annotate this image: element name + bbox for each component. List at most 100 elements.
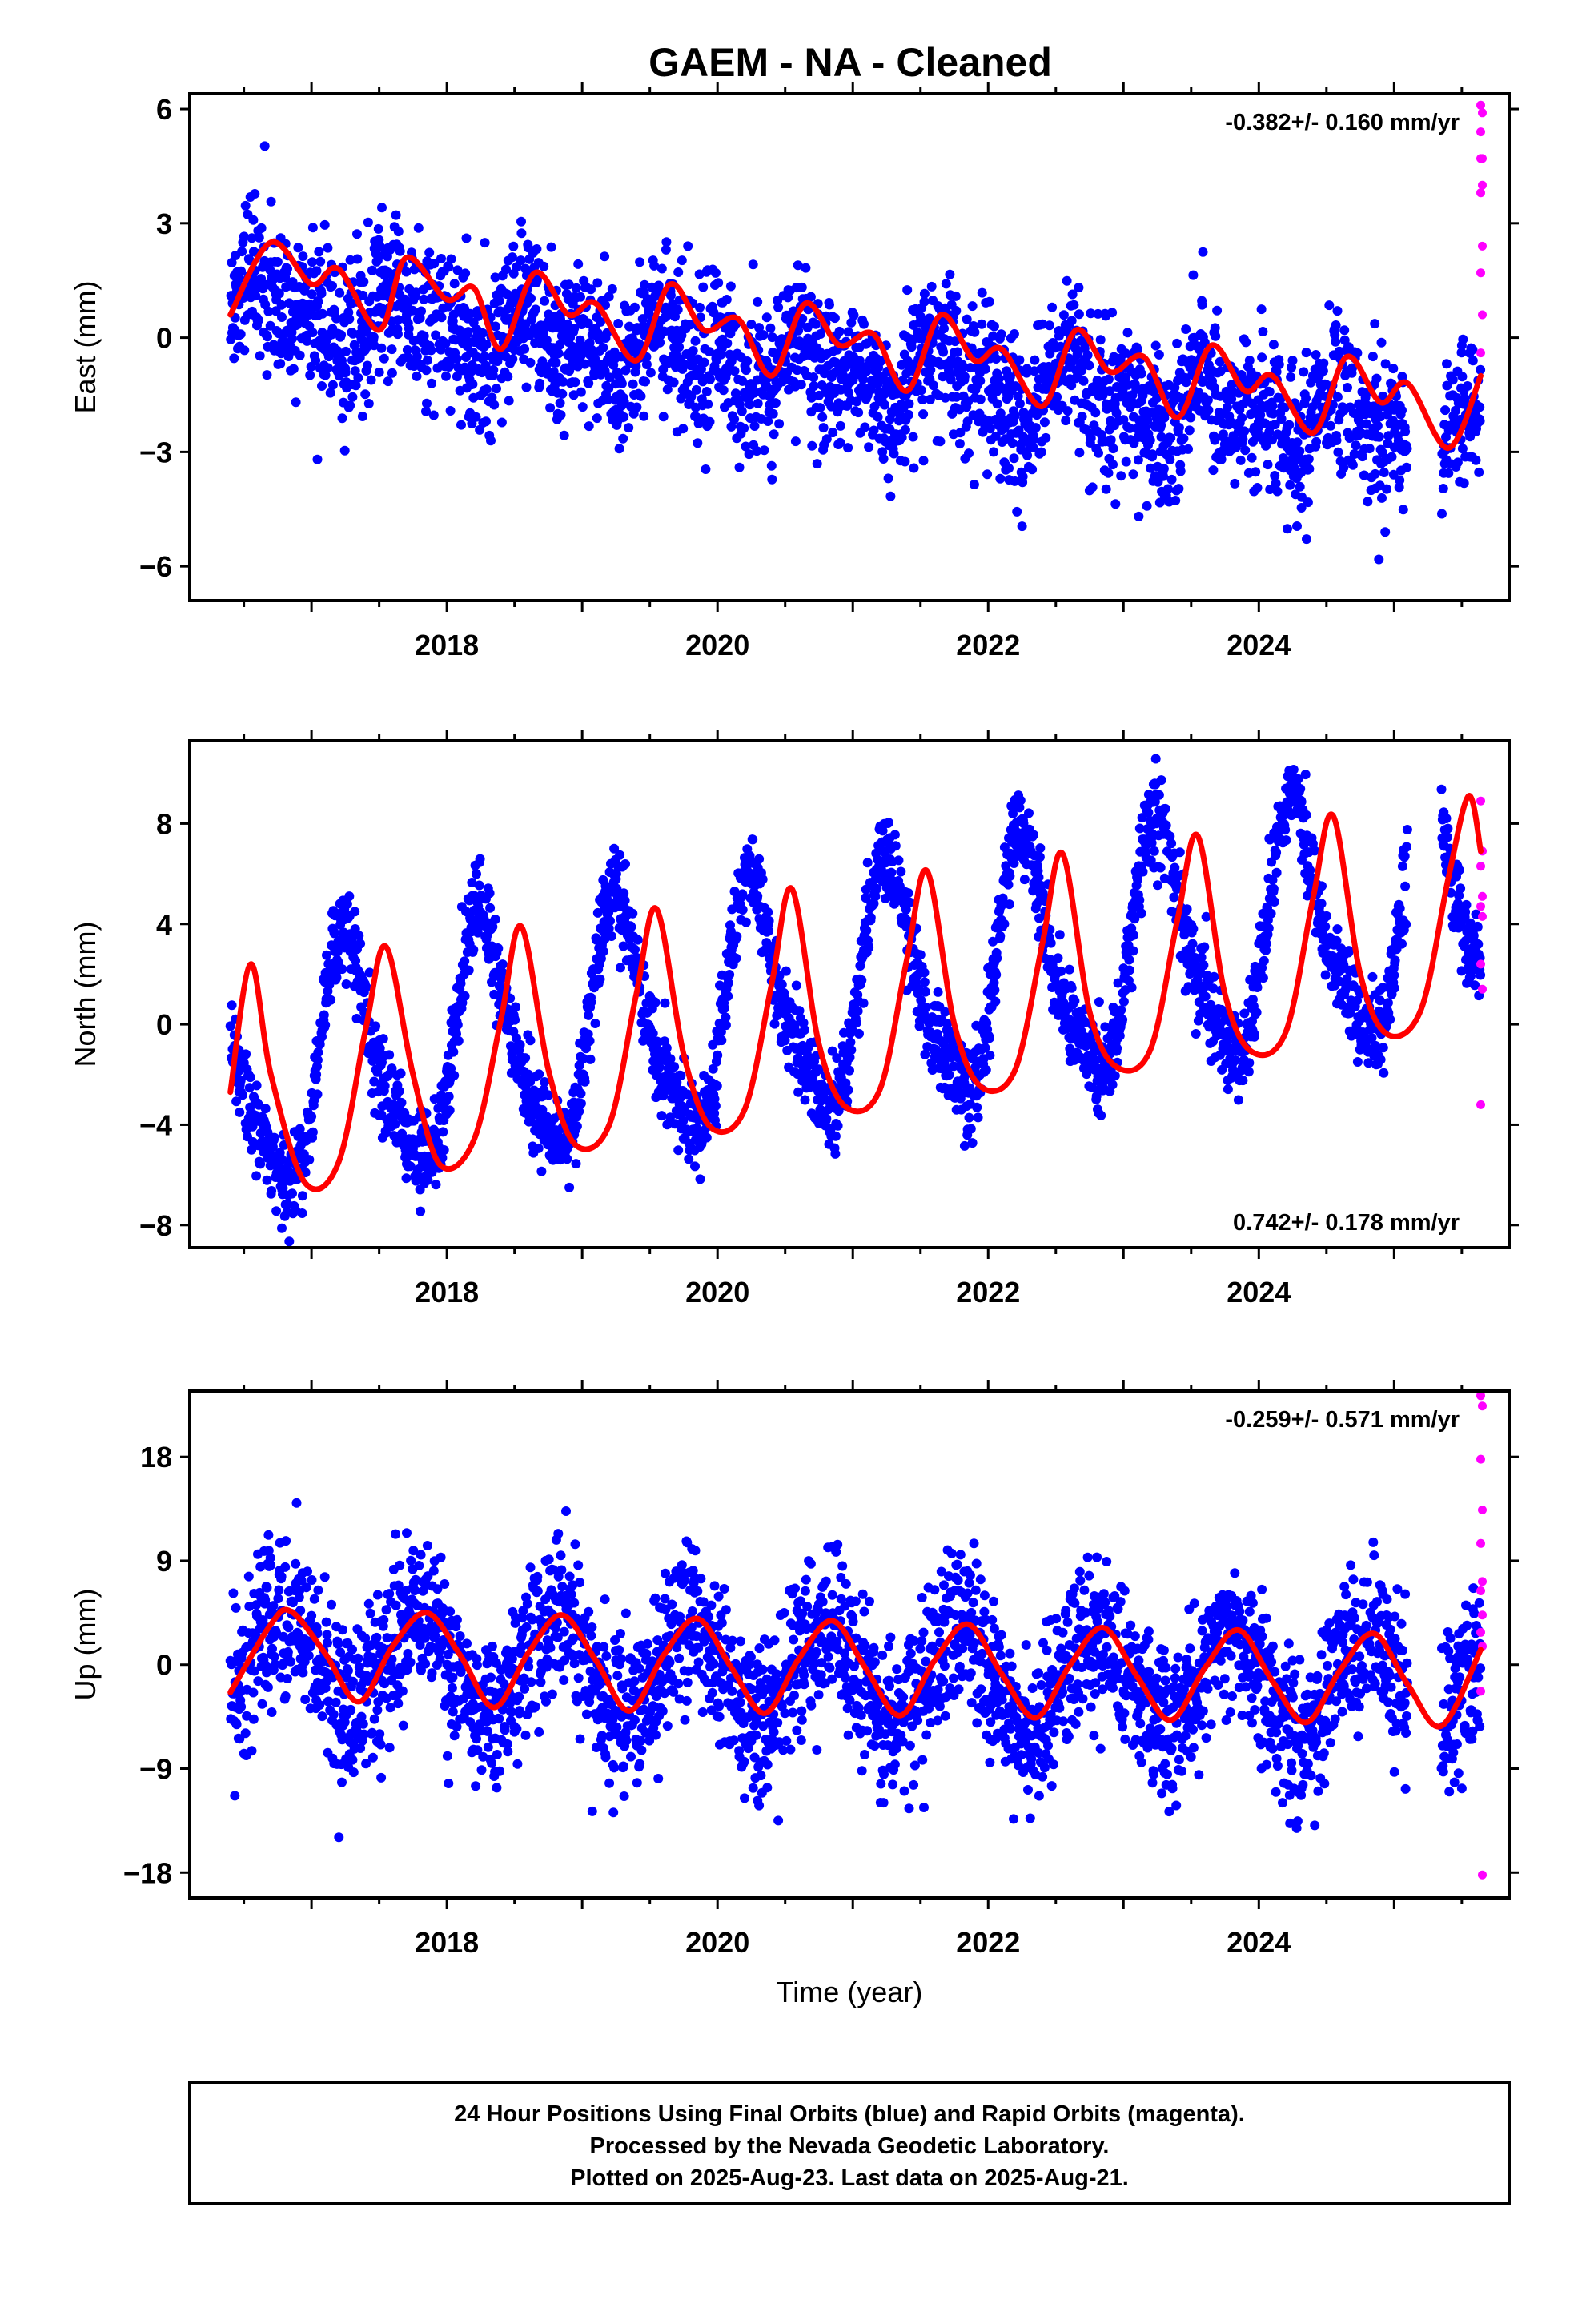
final-orbit-point bbox=[619, 396, 629, 407]
final-orbit-point bbox=[1030, 355, 1040, 365]
final-orbit-point bbox=[1018, 472, 1028, 482]
final-orbit-point bbox=[423, 1175, 433, 1185]
final-orbit-point bbox=[577, 402, 588, 412]
final-orbit-point bbox=[564, 1182, 575, 1192]
final-orbit-point bbox=[256, 223, 267, 233]
final-orbit-point bbox=[940, 392, 950, 403]
final-orbit-point bbox=[1094, 997, 1104, 1007]
final-orbit-point bbox=[1332, 306, 1343, 316]
final-orbit-point bbox=[846, 1045, 857, 1055]
final-orbit-point bbox=[235, 329, 246, 340]
final-orbit-point bbox=[1029, 830, 1038, 840]
final-orbit-point bbox=[401, 1173, 412, 1184]
final-orbit-point bbox=[1339, 463, 1349, 472]
final-orbit-point bbox=[1022, 450, 1033, 460]
final-orbit-point bbox=[924, 313, 934, 324]
final-orbit-point bbox=[713, 1050, 723, 1060]
final-orbit-point bbox=[1210, 435, 1220, 445]
final-orbit-point bbox=[403, 352, 413, 363]
final-orbit-point bbox=[558, 376, 568, 387]
final-orbit-point bbox=[980, 364, 990, 374]
final-orbit-point bbox=[1402, 462, 1411, 472]
final-orbit-point bbox=[1163, 484, 1173, 494]
final-orbit-point bbox=[287, 333, 297, 344]
plot-frame bbox=[188, 92, 1511, 602]
final-orbit-point bbox=[1158, 471, 1168, 481]
final-orbit-point bbox=[1154, 349, 1164, 360]
final-orbit-point bbox=[967, 1138, 978, 1148]
final-orbit-point bbox=[295, 350, 305, 360]
final-orbit-point bbox=[283, 263, 292, 274]
final-orbit-point bbox=[484, 888, 495, 899]
final-orbit-point bbox=[1103, 468, 1114, 478]
final-orbit-point bbox=[981, 1065, 991, 1075]
final-orbit-point bbox=[559, 430, 569, 440]
final-orbit-point bbox=[556, 410, 566, 420]
final-orbit-point bbox=[955, 428, 966, 438]
final-orbit-point bbox=[1261, 440, 1271, 451]
final-orbit-point bbox=[460, 991, 470, 1001]
final-orbit-point bbox=[921, 1003, 931, 1013]
final-orbit-point bbox=[452, 1019, 463, 1030]
final-orbit-point bbox=[293, 243, 303, 253]
final-orbit-point bbox=[973, 1112, 983, 1123]
final-orbit-point bbox=[395, 246, 405, 256]
final-orbit-point bbox=[1010, 411, 1020, 421]
final-orbit-point bbox=[1125, 423, 1135, 433]
final-orbit-point bbox=[456, 420, 466, 430]
final-orbit-point bbox=[809, 372, 819, 382]
final-orbit-point bbox=[596, 954, 606, 963]
final-orbit-point bbox=[1134, 511, 1144, 521]
y-tick-label: −6 bbox=[139, 550, 172, 583]
final-orbit-point bbox=[616, 963, 625, 973]
final-orbit-point bbox=[817, 412, 828, 422]
final-orbit-point bbox=[701, 1132, 712, 1143]
final-orbit-point bbox=[869, 425, 879, 436]
final-orbit-point bbox=[1457, 372, 1468, 382]
final-orbit-point bbox=[1475, 416, 1485, 426]
final-orbit-point bbox=[613, 319, 624, 328]
final-orbit-point bbox=[693, 438, 703, 448]
final-orbit-point bbox=[1474, 467, 1484, 477]
final-orbit-point bbox=[311, 1069, 322, 1080]
final-orbit-point bbox=[721, 1020, 731, 1031]
final-orbit-point bbox=[1258, 327, 1268, 336]
final-orbit-point bbox=[1024, 808, 1034, 818]
final-orbit-point bbox=[748, 259, 758, 270]
rapid-orbit-point bbox=[1476, 348, 1485, 358]
final-orbit-point bbox=[664, 358, 674, 368]
final-orbit-point bbox=[1046, 938, 1056, 948]
final-orbit-point bbox=[464, 965, 474, 975]
final-orbit-point bbox=[631, 361, 641, 372]
final-orbit-point bbox=[313, 296, 323, 307]
final-orbit-point bbox=[404, 324, 414, 333]
final-orbit-point bbox=[683, 241, 693, 251]
final-orbit-point bbox=[1198, 247, 1208, 257]
y-tick-label: 6 bbox=[156, 93, 172, 126]
final-orbit-point bbox=[750, 387, 760, 397]
final-orbit-point bbox=[325, 388, 335, 398]
final-orbit-point bbox=[1077, 412, 1087, 422]
final-orbit-point bbox=[580, 359, 590, 369]
final-orbit-point bbox=[1133, 344, 1142, 355]
final-orbit-point bbox=[540, 1077, 550, 1087]
final-orbit-point bbox=[726, 421, 737, 432]
final-orbit-point bbox=[745, 850, 755, 861]
final-orbit-point bbox=[422, 398, 432, 408]
final-orbit-point bbox=[1398, 505, 1408, 515]
final-orbit-point bbox=[344, 314, 355, 324]
final-orbit-point bbox=[999, 842, 1010, 853]
final-orbit-point bbox=[630, 302, 640, 312]
final-orbit-point bbox=[396, 1097, 407, 1108]
final-orbit-point bbox=[669, 377, 679, 388]
final-orbit-point bbox=[553, 348, 564, 359]
final-orbit-point bbox=[444, 359, 455, 369]
final-orbit-point bbox=[284, 298, 295, 308]
final-orbit-point bbox=[1130, 914, 1140, 924]
final-orbit-point bbox=[416, 306, 426, 316]
final-orbit-point bbox=[845, 1037, 856, 1047]
final-orbit-point bbox=[662, 1120, 673, 1130]
final-orbit-point bbox=[489, 400, 500, 410]
final-orbit-point bbox=[1108, 444, 1118, 454]
final-orbit-point bbox=[304, 1155, 315, 1165]
